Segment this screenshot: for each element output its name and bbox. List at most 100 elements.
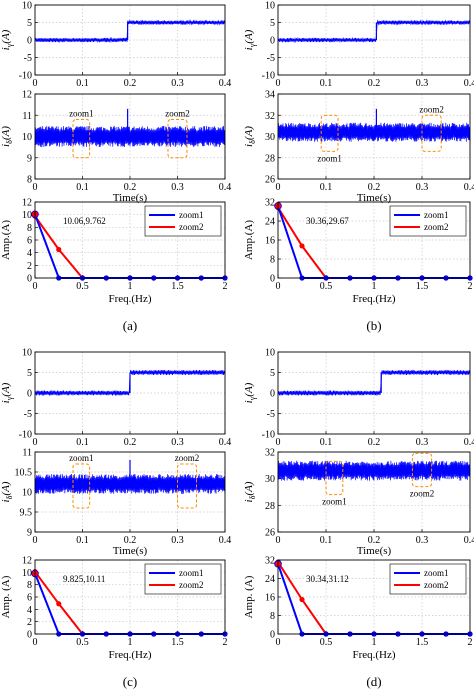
ylabel-base: i	[243, 499, 255, 502]
zoom2-point	[299, 596, 305, 603]
mid-xtick-label: 0.3	[416, 182, 429, 193]
top-xtick-label: 0	[276, 78, 281, 89]
fft-xtick-label: 1.5	[171, 637, 184, 648]
fft-annotation: 10.06,9.762	[63, 216, 106, 226]
fft-xtick-label: 0	[276, 637, 281, 648]
top-ytick-label: -5	[24, 53, 32, 64]
mid-xtick-label: 0	[33, 182, 38, 193]
panel-caption: (c)	[123, 674, 137, 689]
top-xtick-label: 0.4	[464, 437, 474, 448]
idelta-trace	[277, 460, 471, 481]
fft-ytick-label: 0	[27, 274, 32, 285]
top-ytick-label: 10	[22, 1, 32, 12]
fft-ylabel: Amp.(A)	[243, 220, 255, 260]
top-xtick-label: 0.4	[219, 437, 232, 448]
legend-label-zoom2: zoom2	[424, 580, 449, 590]
panel-caption: (d)	[366, 674, 381, 689]
fft-ytick-label: 32	[265, 198, 275, 209]
fft-ytick-label: 16	[265, 236, 275, 247]
zoom2-label: zoom2	[165, 109, 190, 119]
top-xtick-label: 0.4	[219, 78, 232, 89]
fft-ytick-label: 6	[27, 236, 32, 247]
mid-xtick-label: 0.4	[219, 182, 232, 193]
top-frame	[277, 351, 471, 435]
mid-ytick-label: 32	[265, 448, 275, 459]
top-ytick-label: 5	[270, 18, 275, 29]
top-ytick-label: 5	[27, 18, 32, 29]
fft-xtick-label: 2	[223, 637, 228, 648]
mid-xtick-label: 0.3	[171, 182, 184, 193]
zoom1-label: zoom1	[69, 453, 94, 463]
top-xtick-label: 0.2	[124, 78, 137, 89]
ylabel-base: i	[243, 400, 255, 403]
zoom1-label: zoom1	[317, 153, 342, 163]
zoom1-label: zoom1	[322, 497, 347, 507]
fft-ytick-label: 0	[27, 630, 32, 641]
mid-ytick-label: 11	[22, 111, 32, 122]
mid-xtick-label: 0.3	[416, 535, 429, 546]
ylabel-base: i	[0, 144, 12, 147]
ylabel-unit: (A)	[243, 481, 255, 495]
fft-ytick-label: 16	[265, 593, 275, 604]
top-ytick-label: 0	[27, 36, 32, 47]
mid-xlabel: Time(s)	[357, 192, 392, 204]
top-ylabel: iγ(A)	[0, 29, 14, 50]
fft-xtick-label: 0.5	[76, 637, 89, 648]
ylabel-base: i	[0, 47, 12, 50]
legend-label-zoom1: zoom1	[424, 568, 449, 578]
ylabel-sub: δ	[5, 140, 14, 144]
zoom2-point	[56, 246, 62, 253]
mid-xtick-label: 0.1	[320, 182, 333, 193]
top-xtick-label: 0.1	[76, 78, 89, 89]
top-ytick-label: 5	[27, 368, 32, 379]
idelta-trace	[34, 473, 226, 494]
fft-xtick-label: 1.5	[416, 637, 429, 648]
mid-ytick-label: 8	[27, 175, 32, 186]
mid-ytick-label: 32	[265, 111, 275, 122]
fft-ytick-label: 8	[270, 611, 275, 622]
ylabel-unit: (A)	[0, 29, 12, 43]
fft-xtick-label: 0.5	[320, 637, 333, 648]
legend-label-zoom2: zoom2	[179, 222, 204, 232]
fft-frame	[277, 559, 471, 635]
ylabel-unit: (A)	[0, 481, 12, 495]
top-ytick-label: 10	[265, 348, 275, 359]
mid-ytick-label: 12	[22, 90, 32, 101]
ylabel-base: i	[243, 144, 255, 147]
fft-xlabel: Freq.(Hz)	[352, 293, 395, 305]
mid-xlabel: Time(s)	[357, 545, 392, 557]
fft-ytick-label: 0	[270, 274, 275, 285]
mid-xtick-label: 0.4	[219, 535, 232, 546]
fft-frame	[34, 559, 226, 635]
zoom2-box	[421, 114, 442, 152]
top-ytick-label: -10	[19, 71, 32, 82]
zoom2-point	[299, 243, 305, 249]
legend-box	[389, 205, 467, 237]
fft-xtick-label: 0	[33, 281, 38, 292]
mid-frame	[34, 93, 226, 180]
mid-xlabel: Time(s)	[113, 192, 148, 204]
fft-ytick-label: 12	[22, 556, 32, 567]
top-xtick-label: 0.3	[416, 78, 429, 89]
fft-ytick-label: 24	[265, 574, 275, 585]
fft-frame	[277, 201, 471, 279]
fft-ytick-label: 8	[270, 255, 275, 266]
top-ytick-label: -10	[262, 71, 275, 82]
fft-ytick-label: 24	[265, 217, 275, 228]
zoom2-point	[56, 601, 62, 607]
mid-xtick-label: 0.1	[320, 535, 333, 546]
mid-xtick-label: 0.3	[171, 535, 184, 546]
ylabel-sub: δ	[248, 495, 257, 499]
legend-label-zoom2: zoom2	[179, 580, 204, 590]
top-xtick-label: 0.1	[76, 437, 89, 448]
top-ylabel: iγ(A)	[243, 29, 257, 50]
mid-xtick-label: 0	[276, 182, 281, 193]
top-ytick-label: 0	[27, 389, 32, 400]
zoom1-label: zoom1	[69, 109, 94, 119]
top-xtick-label: 0.3	[171, 437, 184, 448]
fft-xtick-label: 0.5	[76, 281, 89, 292]
panel-caption: (a)	[123, 318, 137, 333]
mid-ylabel: iδ(A)	[243, 126, 257, 147]
fft-annotation: 9.825,10.11	[63, 574, 105, 584]
